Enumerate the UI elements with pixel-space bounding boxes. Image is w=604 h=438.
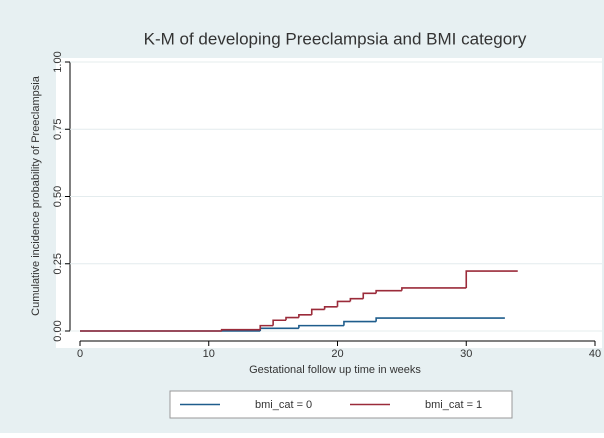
step-segment xyxy=(285,316,299,321)
x-tick-label: 20 xyxy=(331,348,343,360)
chart-title: K-M of developing Preeclampsia and BMI c… xyxy=(144,29,527,48)
x-tick-label: 30 xyxy=(460,348,472,360)
step-segment xyxy=(343,320,377,326)
step-segment xyxy=(259,324,274,330)
step-segment xyxy=(220,328,261,331)
y-tick-label: 0.50 xyxy=(52,186,64,207)
x-tick-label: 40 xyxy=(589,348,601,360)
y-tick-label: 0.75 xyxy=(52,119,64,140)
step-segment xyxy=(298,314,312,318)
y-tick-label: 1.00 xyxy=(52,51,64,72)
legend-box xyxy=(169,390,513,419)
y-tick-label: 0.25 xyxy=(52,253,64,274)
step-segment xyxy=(375,289,402,294)
step-segment xyxy=(310,308,325,315)
y-axis-title: Cumulative incidence probability of Pree… xyxy=(30,75,42,316)
legend-label: bmi_cat = 0 xyxy=(255,399,312,411)
step-segment xyxy=(375,317,505,322)
step-segment xyxy=(465,270,518,288)
x-tick-label: 0 xyxy=(77,348,83,360)
x-tick-label: 10 xyxy=(203,348,215,360)
step-segment xyxy=(323,305,338,310)
step-segment xyxy=(272,319,286,326)
step-segment xyxy=(298,324,344,329)
y-tick-label: 0.00 xyxy=(52,320,64,341)
step-segment xyxy=(336,300,351,307)
step-segment xyxy=(362,292,377,299)
plot-area xyxy=(56,58,602,348)
step-segment xyxy=(401,287,467,291)
step-segment xyxy=(349,297,364,302)
legend-label: bmi_cat = 1 xyxy=(425,399,482,411)
x-axis-title: Gestational follow up time in weeks xyxy=(249,364,421,376)
